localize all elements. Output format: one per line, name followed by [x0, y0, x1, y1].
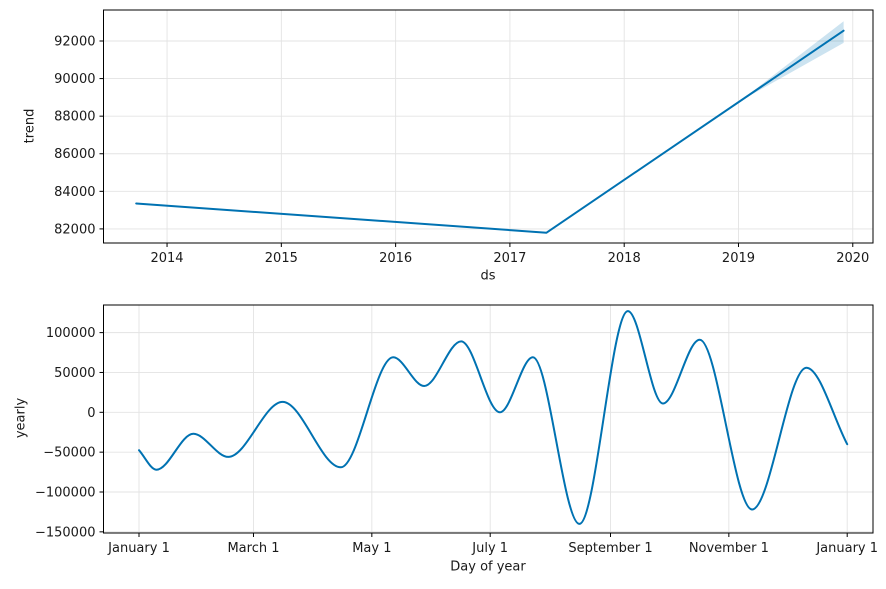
trend-x-tick-label: 2014 [150, 251, 183, 266]
trend-axes-frame [103, 9, 874, 244]
trend-x-tick-label: 2019 [722, 251, 755, 266]
trend-uncertainty-band [739, 21, 844, 102]
yearly-y-tick-label: 0 [87, 406, 95, 421]
yearly-axes-frame [103, 304, 874, 534]
yearly-x-tick-label: November 1 [689, 541, 769, 556]
trend-y-tick-label: 82000 [54, 222, 95, 237]
yearly-y-tick-label: 100000 [46, 326, 96, 341]
yearly-x-axis-label: Day of year [450, 559, 526, 575]
trend-y-tick-label: 88000 [54, 110, 95, 125]
trend-y-tick-label: 86000 [54, 147, 95, 162]
trend-line [135, 29, 845, 234]
trend-y-tick-label: 92000 [54, 35, 95, 50]
yearly-x-tick-label: January 1 [107, 541, 170, 556]
trend-y-tick-label: 90000 [54, 72, 95, 87]
trend-x-tick-label: 2017 [493, 251, 526, 266]
trend-x-tick-label: 2016 [379, 251, 412, 266]
trend-x-tick-label: 2018 [608, 251, 641, 266]
yearly-y-tick-label: 50000 [54, 366, 95, 381]
trend-x-tick-label: 2020 [836, 251, 869, 266]
yearly-x-tick-label: January 1 [815, 541, 878, 556]
yearly-x-tick-label: March 1 [227, 541, 279, 556]
trend-x-tick-label: 2015 [265, 251, 298, 266]
yearly-y-tick-label: −150000 [35, 525, 96, 540]
yearly-x-tick-label: May 1 [352, 541, 391, 556]
yearly-line [138, 310, 849, 525]
yearly-y-tick-label: −50000 [43, 446, 95, 461]
trend-x-axis-label: ds [480, 268, 496, 284]
yearly-y-tick-label: −100000 [35, 485, 96, 500]
yearly-y-axis-label: yearly [13, 397, 29, 439]
trend-y-axis-label: trend [22, 108, 38, 144]
yearly-x-tick-label: September 1 [568, 541, 652, 556]
yearly-x-tick-label: July 1 [471, 541, 508, 556]
trend-y-tick-label: 84000 [54, 185, 95, 200]
